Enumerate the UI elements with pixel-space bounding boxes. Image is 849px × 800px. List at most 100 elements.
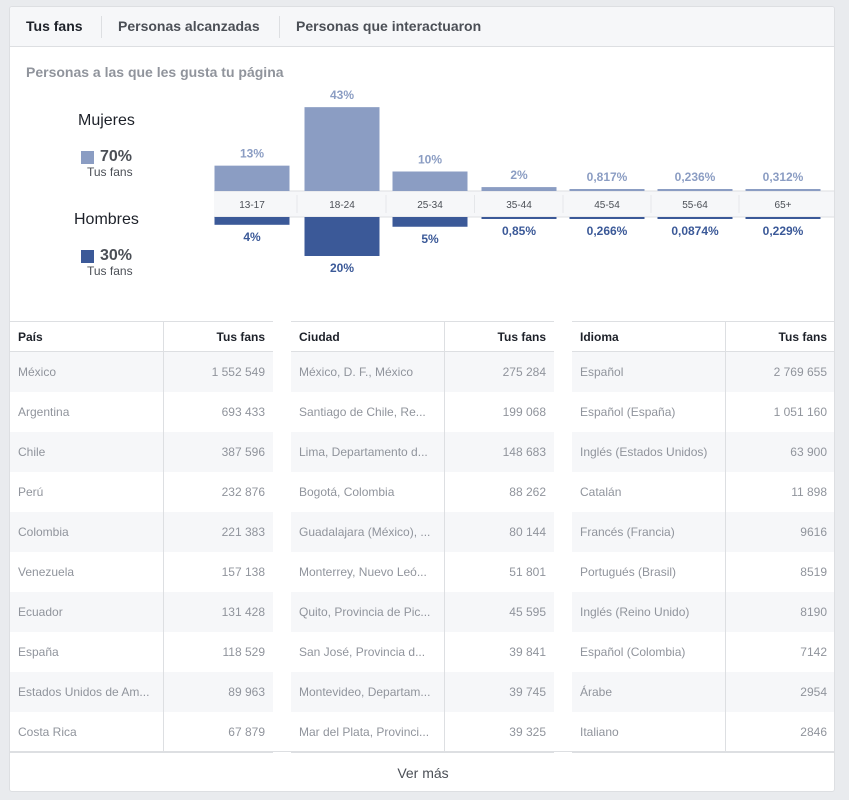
table-row: España 118 529 [10, 632, 273, 672]
table-header: Idioma Tus fans [572, 321, 834, 352]
table-bottom-border [291, 752, 554, 753]
column-divider [444, 512, 445, 552]
row-name: Chile [18, 445, 46, 459]
column-divider [444, 632, 445, 672]
table-bottom-border [10, 752, 273, 753]
table-row: Francés (Francia) 9616 [572, 512, 834, 552]
column-divider [444, 552, 445, 592]
row-fans: 1 552 549 [211, 365, 265, 379]
bar-women-55-64 [657, 189, 733, 191]
bar-women-65+ [745, 189, 821, 191]
column-divider [444, 352, 445, 392]
column-divider [725, 392, 726, 432]
tick-label-18-24: 18-24 [329, 200, 355, 211]
row-name: Catalán [580, 485, 622, 499]
row-name: Quito, Provincia de Pic... [299, 605, 431, 619]
column-header-fans[interactable]: Tus fans [216, 330, 265, 344]
table-row: Venezuela 157 138 [10, 552, 273, 592]
ver-mas-button[interactable]: Ver más [10, 751, 834, 791]
column-header-fans[interactable]: Tus fans [778, 330, 827, 344]
bar-women-13-17 [214, 165, 290, 191]
tick-label-35-44: 35-44 [506, 200, 532, 211]
row-name: México, D. F., México [299, 365, 414, 379]
men-subtitle: Tus fans [87, 264, 133, 278]
table-row: Portugués (Brasil) 8519 [572, 552, 834, 592]
table-row: Mar del Plata, Provinci... 39 325 [291, 712, 554, 752]
data-label-men: 0,229% [763, 224, 804, 238]
men-swatch [81, 250, 94, 263]
row-fans: 221 383 [221, 525, 265, 539]
row-fans: 232 876 [221, 485, 265, 499]
bar-men-35-44 [481, 217, 557, 219]
row-name: Costa Rica [18, 725, 77, 739]
column-divider [725, 592, 726, 632]
category-band [214, 191, 834, 217]
bar-men-45-54 [569, 217, 645, 219]
data-label-men: 0,0874% [671, 224, 719, 238]
row-fans: 131 428 [221, 605, 265, 619]
row-name: Inglés (Estados Unidos) [580, 445, 708, 459]
data-label-women: 0,236% [675, 170, 716, 184]
row-fans: 275 284 [502, 365, 546, 379]
table-row: Estados Unidos de Am... 89 963 [10, 672, 273, 712]
tick-label-45-54: 45-54 [594, 200, 620, 211]
row-fans: 148 683 [502, 445, 546, 459]
bar-men-25-34 [392, 217, 468, 227]
row-name: Francés (Francia) [580, 525, 675, 539]
table-row: San José, Provincia d... 39 841 [291, 632, 554, 672]
table-row: Italiano 2846 [572, 712, 834, 752]
table-row: México, D. F., México 275 284 [291, 352, 554, 392]
data-label-men: 20% [330, 261, 354, 275]
table-row: Costa Rica 67 879 [10, 712, 273, 752]
table-header: País Tus fans [10, 321, 273, 352]
table-row: Inglés (Estados Unidos) 63 900 [572, 432, 834, 472]
row-name: Español (Colombia) [580, 645, 686, 659]
row-name: Estados Unidos de Am... [18, 685, 150, 699]
column-divider [163, 672, 164, 712]
row-fans: 1 051 160 [773, 405, 827, 419]
row-name: Santiago de Chile, Re... [299, 405, 426, 419]
data-label-women: 13% [240, 147, 264, 161]
tab-personas-interactuaron[interactable]: Personas que interactuaron [296, 18, 482, 34]
table-bottom-border [572, 752, 834, 753]
table-row: Inglés (Reino Unido) 8190 [572, 592, 834, 632]
column-divider [163, 632, 164, 672]
column-divider [725, 672, 726, 712]
row-fans: 88 262 [509, 485, 546, 499]
row-name: Mar del Plata, Provinci... [299, 725, 430, 739]
column-divider [163, 392, 164, 432]
row-fans: 2846 [800, 725, 827, 739]
column-header-name[interactable]: Ciudad [299, 330, 340, 344]
data-label-women: 0,312% [763, 170, 804, 184]
column-divider [725, 322, 726, 351]
row-name: Inglés (Reino Unido) [580, 605, 690, 619]
top-table-0: País Tus fans México 1 552 549 Argentina 693 … [10, 321, 273, 753]
row-fans: 8519 [800, 565, 827, 579]
table-row: Monterrey, Nuevo Leó... 51 801 [291, 552, 554, 592]
column-header-name[interactable]: País [18, 330, 43, 344]
column-header-name[interactable]: Idioma [580, 330, 619, 344]
row-fans: 199 068 [502, 405, 546, 419]
row-name: Lima, Departamento d... [299, 445, 428, 459]
column-divider [163, 592, 164, 632]
column-divider [444, 592, 445, 632]
row-fans: 39 841 [509, 645, 546, 659]
row-fans: 2954 [800, 685, 827, 699]
column-divider [444, 712, 445, 752]
bar-men-65+ [745, 217, 821, 219]
table-row: Guadalajara (México), ... 80 144 [291, 512, 554, 552]
tab-personas-alcanzadas[interactable]: Personas alcanzadas [118, 18, 260, 34]
women-percent: 70% [100, 148, 133, 165]
row-name: Venezuela [18, 565, 75, 579]
column-divider [163, 512, 164, 552]
column-divider [163, 432, 164, 472]
table-row: Lima, Departamento d... 148 683 [291, 432, 554, 472]
row-name: Español (España) [580, 405, 676, 419]
column-divider [725, 472, 726, 512]
column-header-fans[interactable]: Tus fans [497, 330, 546, 344]
row-fans: 7142 [800, 645, 827, 659]
women-subtitle: Tus fans [87, 165, 133, 179]
table-row: Colombia 221 383 [10, 512, 273, 552]
tab-tus-fans[interactable]: Tus fans [26, 18, 83, 34]
data-label-men: 5% [421, 232, 439, 246]
